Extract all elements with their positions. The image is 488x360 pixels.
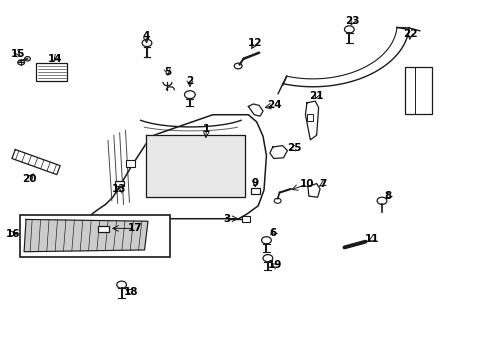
Polygon shape [248, 104, 263, 116]
Text: 7: 7 [318, 179, 325, 189]
Bar [405, 67, 431, 114]
Bar [307, 114, 313, 121]
Bar [98, 226, 109, 232]
Text: 18: 18 [124, 287, 138, 297]
Text: 2: 2 [186, 76, 193, 86]
Text: 24: 24 [267, 100, 282, 111]
Text: 14: 14 [48, 54, 62, 64]
Polygon shape [91, 115, 266, 219]
Text: 11: 11 [364, 234, 379, 244]
Bar [115, 181, 123, 186]
Bar [250, 188, 259, 194]
Text: 4: 4 [142, 31, 149, 41]
Text: 19: 19 [267, 260, 282, 270]
Text: 10: 10 [299, 179, 313, 189]
Text: 8: 8 [384, 191, 391, 201]
Text: 17: 17 [127, 224, 142, 233]
Polygon shape [12, 149, 60, 175]
Polygon shape [24, 220, 148, 252]
Text: 12: 12 [247, 38, 262, 48]
Text: 5: 5 [163, 67, 171, 77]
Text: 21: 21 [309, 91, 323, 101]
Text: 22: 22 [402, 29, 417, 39]
Bar [36, 63, 67, 81]
Text: 16: 16 [6, 229, 20, 239]
Text: 25: 25 [286, 143, 301, 153]
Polygon shape [283, 27, 408, 87]
Polygon shape [305, 101, 318, 140]
Text: 9: 9 [251, 178, 258, 188]
Polygon shape [146, 135, 245, 197]
Text: 15: 15 [11, 49, 25, 59]
Bar [242, 216, 249, 222]
Bar [126, 160, 135, 167]
Text: 3: 3 [224, 214, 231, 224]
Bar [20, 215, 170, 257]
Polygon shape [307, 184, 320, 197]
Text: 6: 6 [268, 228, 276, 238]
Text: 20: 20 [21, 174, 36, 184]
Text: 13: 13 [112, 184, 126, 194]
Text: 23: 23 [345, 17, 359, 27]
Polygon shape [269, 145, 287, 158]
Text: 1: 1 [203, 124, 210, 134]
